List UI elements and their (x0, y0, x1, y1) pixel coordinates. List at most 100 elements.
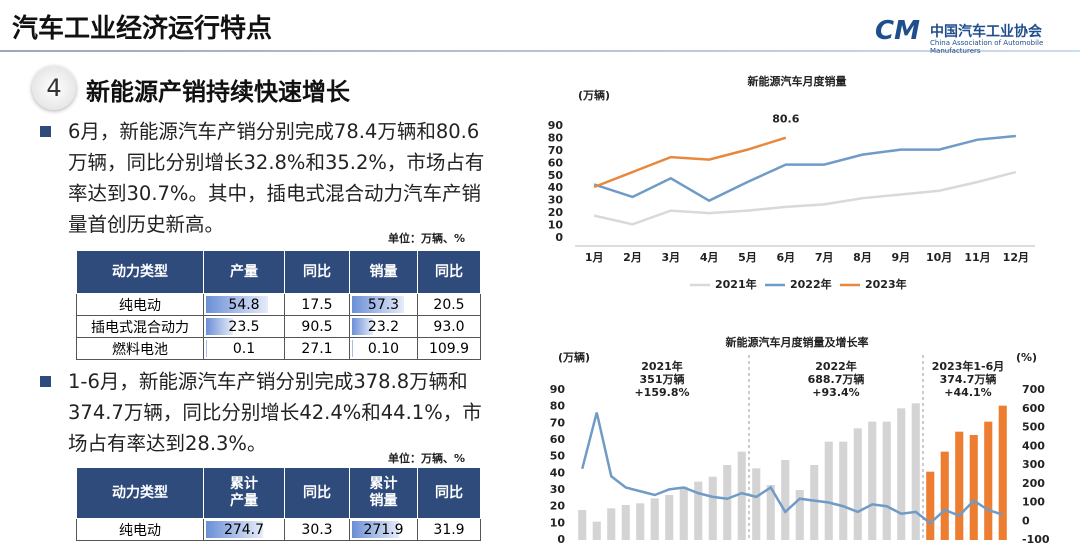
cell-text: 23.2 (367, 318, 400, 335)
y-tick-label: 0 (555, 231, 563, 244)
header-rule (0, 50, 1080, 52)
x-tick-label: 6月 (777, 251, 796, 264)
y-tick-label: 40 (550, 466, 566, 479)
cell-text: 90.5 (301, 318, 333, 335)
annotation: 2022年 (815, 359, 857, 373)
cell-text: 20.5 (433, 296, 465, 313)
cell: 31.9 (417, 518, 481, 541)
section-number: 4 (32, 66, 76, 110)
cell-text: 纯电动 (119, 522, 161, 539)
bar (636, 503, 645, 540)
bar (984, 421, 993, 540)
table-wrap: 动力类型 产量 同比 销量 同比 纯电动 54.8 17.5 57.3 20.5 插电式混合动力 23… (76, 250, 481, 360)
bar (969, 435, 978, 540)
data-bar (352, 318, 374, 335)
bar (621, 505, 630, 540)
cell-text: 27.1 (301, 340, 333, 357)
x-tick-label: 1月 (585, 251, 604, 264)
header-cell: 累计 产量 (203, 467, 285, 519)
cell-text: 54.8 (228, 296, 260, 313)
bar (665, 495, 674, 540)
bar (737, 451, 746, 540)
y-tick-label: 30 (550, 483, 566, 496)
y-tick-label: 80 (550, 400, 566, 413)
cell-text: 0.1 (232, 340, 256, 357)
annotation: +159.8% (634, 386, 689, 399)
bar (781, 460, 790, 540)
y-tick-label: 0 (557, 533, 565, 546)
cell: 燃料电池 (76, 337, 204, 360)
bar (853, 428, 862, 540)
cell: 纯电动 (76, 518, 204, 541)
cell: 271.9 (349, 518, 418, 541)
y2-tick-label: 300 (1022, 458, 1045, 471)
bullet-marker (40, 376, 51, 387)
x-tick-label: 9月 (892, 251, 911, 264)
bar (679, 486, 688, 540)
bar (650, 498, 659, 540)
y2-tick-label: 100 (1022, 496, 1045, 509)
row: 燃料电池 0.1 27.1 0.10 109.9 (76, 337, 481, 360)
row: 纯电动 54.8 17.5 57.3 20.5 (76, 293, 481, 316)
y-tick-label: 50 (550, 450, 566, 463)
table: 动力类型 产量 同比 销量 同比 纯电动 54.8 17.5 57.3 20.5 插电式混合动力 23… (76, 250, 481, 360)
cell: 纯电动 (76, 293, 204, 316)
bar (592, 521, 601, 540)
annotation: 688.7万辆 (808, 372, 865, 386)
annotation: 2023年1-6月 (932, 359, 1005, 373)
y-tick-label: 40 (548, 181, 564, 194)
y-tick-label: 60 (548, 156, 564, 169)
cell: 274.7 (203, 518, 285, 541)
row: 插电式混合动力 23.5 90.5 23.2 93.0 (76, 315, 481, 338)
x-tick-label: 2月 (623, 251, 642, 264)
y-axis-label: (万辆) (558, 350, 590, 364)
bar (795, 490, 804, 540)
header-cell: 产量 (203, 250, 285, 294)
cell-text: 271.9 (363, 521, 404, 538)
logo: CM (875, 16, 920, 46)
header-cell: 累计 销量 (349, 467, 418, 519)
table: 动力类型 累计 产量 同比 累计 销量 同比 纯电动 274.7 30.3 271.9 31.9 (76, 467, 481, 541)
y-tick-label: 60 (550, 433, 566, 446)
cell: 30.3 (284, 518, 350, 541)
chart-title: 新能源汽车月度销量及增长率 (726, 335, 869, 349)
y-tick-label: 70 (550, 416, 566, 429)
cell-text: 插电式混合动力 (91, 319, 189, 336)
y2-tick-label: 700 (1022, 383, 1045, 396)
legend-label: 2023年 (865, 277, 907, 291)
data-bar (206, 318, 233, 335)
y-tick-label: 80 (548, 131, 564, 144)
bar (752, 468, 761, 540)
bullet-text: 6月，新能源汽车产销分别完成78.4万辆和80.6万辆，同比分别增长32.8%和… (68, 120, 485, 236)
row: 纯电动 274.7 30.3 271.9 31.9 (76, 518, 481, 541)
cell: 90.5 (284, 315, 350, 338)
y-axis-label: (万辆) (578, 88, 610, 102)
y-tick-label: 10 (548, 219, 564, 232)
y2-tick-label: 600 (1022, 402, 1045, 415)
cell-text: 30.3 (301, 521, 333, 538)
y-tick-label: 90 (550, 383, 566, 396)
bar (897, 408, 906, 540)
x-tick-label: 12月 (1003, 251, 1029, 264)
table-unit: 单位：万辆、% (388, 452, 466, 465)
legend-label: 2022年 (790, 277, 832, 291)
y2-tick-label: 400 (1022, 439, 1045, 452)
cell-text: 燃料电池 (112, 341, 168, 358)
x-tick-label: 10月 (926, 251, 952, 264)
x-tick-label: 4月 (700, 251, 719, 264)
bar (911, 403, 920, 540)
line (593, 170, 1017, 226)
cell-text: 93.0 (433, 318, 465, 335)
y-tick-label: 20 (550, 500, 566, 513)
bar (694, 481, 703, 540)
cell-text: 31.9 (433, 521, 465, 538)
line (593, 136, 787, 189)
bullet-marker (40, 126, 51, 137)
annotation: +44.1% (944, 386, 991, 399)
cell-text: 23.5 (228, 318, 260, 335)
y-tick-label: 70 (548, 144, 564, 157)
table-unit: 单位：万辆、% (388, 232, 466, 245)
cell: 27.1 (284, 337, 350, 360)
section-title: 新能源产销持续快速增长 (86, 78, 350, 106)
